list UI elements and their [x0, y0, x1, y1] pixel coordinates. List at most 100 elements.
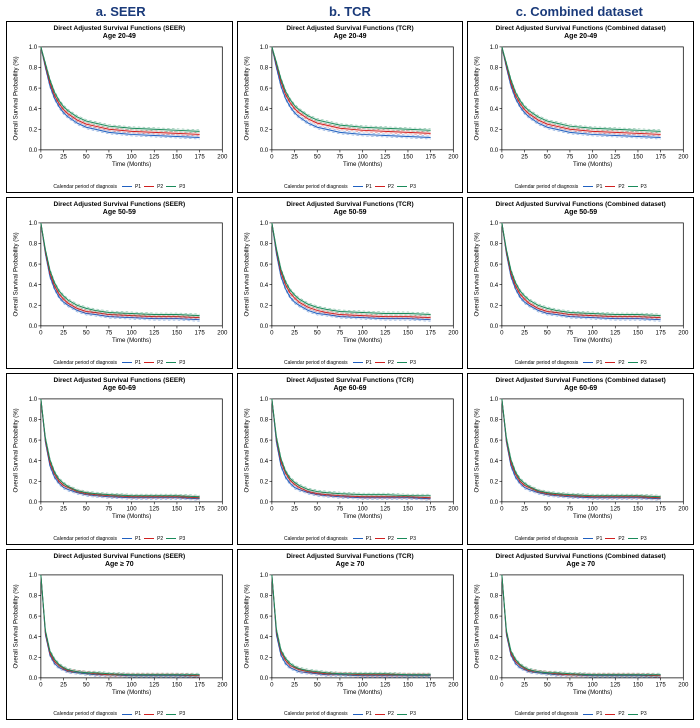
- svg-text:Time (Months): Time (Months): [112, 512, 151, 519]
- survival-chart: 0.00.20.40.60.81.00255075100125150175200…: [9, 570, 230, 710]
- panel-title: Direct Adjusted Survival Functions (SEER…: [9, 553, 230, 560]
- svg-text:125: 125: [610, 329, 621, 336]
- svg-text:Time (Months): Time (Months): [343, 512, 382, 519]
- svg-text:0.2: 0.2: [259, 654, 268, 661]
- svg-text:0.2: 0.2: [29, 654, 38, 661]
- svg-text:100: 100: [126, 329, 137, 336]
- legend-label-P2: P2: [157, 360, 163, 366]
- svg-text:0.8: 0.8: [29, 416, 38, 423]
- svg-text:0.6: 0.6: [29, 85, 38, 92]
- legend-label-P2: P2: [618, 184, 624, 190]
- svg-text:0.0: 0.0: [259, 675, 268, 682]
- col-header-a: a. SEER: [6, 4, 235, 19]
- age-label: Age 60-69: [9, 385, 230, 392]
- svg-text:200: 200: [679, 153, 690, 160]
- svg-text:0: 0: [270, 329, 274, 336]
- svg-text:0.8: 0.8: [29, 241, 38, 248]
- svg-text:50: 50: [313, 329, 320, 336]
- legend-title: Calendar period of diagnosis: [515, 711, 579, 717]
- svg-text:200: 200: [448, 681, 459, 688]
- legend-swatch-P3: [628, 362, 638, 363]
- legend-swatch-P1: [583, 538, 593, 539]
- svg-text:150: 150: [403, 153, 414, 160]
- svg-text:0: 0: [39, 329, 43, 336]
- svg-text:25: 25: [291, 505, 298, 512]
- svg-text:Time (Months): Time (Months): [573, 337, 612, 344]
- svg-text:Overall Survival Probability (: Overall Survival Probability (%): [243, 56, 250, 140]
- svg-text:0.8: 0.8: [490, 592, 499, 599]
- legend-swatch-P1: [353, 714, 363, 715]
- svg-text:200: 200: [448, 329, 459, 336]
- svg-text:1.0: 1.0: [490, 396, 499, 403]
- panel-title: Direct Adjusted Survival Functions (Comb…: [470, 553, 691, 560]
- legend-label-P3: P3: [641, 536, 647, 542]
- legend-swatch-P3: [628, 538, 638, 539]
- legend-swatch-P2: [605, 186, 615, 187]
- legend-label-P3: P3: [179, 360, 185, 366]
- survival-chart: 0.00.20.40.60.81.00255075100125150175200…: [9, 42, 230, 182]
- svg-text:125: 125: [149, 153, 160, 160]
- svg-text:175: 175: [425, 329, 436, 336]
- svg-text:150: 150: [633, 505, 644, 512]
- panel-r0-c2: Direct Adjusted Survival Functions (Comb…: [467, 21, 694, 193]
- svg-text:0.4: 0.4: [29, 633, 38, 640]
- survival-chart: 0.00.20.40.60.81.00255075100125150175200…: [9, 394, 230, 534]
- legend-label-P2: P2: [618, 536, 624, 542]
- svg-text:75: 75: [336, 681, 343, 688]
- svg-text:150: 150: [172, 681, 183, 688]
- legend-title: Calendar period of diagnosis: [53, 360, 117, 366]
- svg-text:50: 50: [544, 329, 551, 336]
- svg-text:0.6: 0.6: [259, 437, 268, 444]
- legend-label-P1: P1: [135, 360, 141, 366]
- legend-label-P1: P1: [135, 184, 141, 190]
- svg-text:Time (Months): Time (Months): [343, 337, 382, 344]
- svg-text:50: 50: [313, 153, 320, 160]
- panel-title: Direct Adjusted Survival Functions (TCR): [240, 25, 461, 32]
- legend-label-P1: P1: [366, 184, 372, 190]
- svg-text:125: 125: [380, 329, 391, 336]
- svg-text:75: 75: [336, 329, 343, 336]
- svg-text:1.0: 1.0: [29, 220, 38, 227]
- survival-chart: 0.00.20.40.60.81.00255075100125150175200…: [240, 42, 461, 182]
- svg-text:100: 100: [126, 681, 137, 688]
- svg-text:0.4: 0.4: [259, 458, 268, 465]
- svg-text:50: 50: [544, 505, 551, 512]
- legend-label-P3: P3: [641, 360, 647, 366]
- svg-text:175: 175: [425, 153, 436, 160]
- panel-title: Direct Adjusted Survival Functions (Comb…: [470, 201, 691, 208]
- panel-title: Direct Adjusted Survival Functions (SEER…: [9, 377, 230, 384]
- legend: Calendar period of diagnosisP1P2P3: [470, 711, 691, 717]
- svg-text:175: 175: [195, 505, 206, 512]
- legend-label-P2: P2: [157, 184, 163, 190]
- chart-grid: Direct Adjusted Survival Functions (SEER…: [6, 21, 694, 720]
- svg-text:75: 75: [567, 681, 574, 688]
- legend-label-P2: P2: [388, 536, 394, 542]
- panel-title: Direct Adjusted Survival Functions (SEER…: [9, 201, 230, 208]
- legend-swatch-P2: [375, 186, 385, 187]
- age-label: Age 60-69: [470, 385, 691, 392]
- legend-swatch-P2: [144, 186, 154, 187]
- svg-text:75: 75: [336, 153, 343, 160]
- survival-chart: 0.00.20.40.60.81.00255075100125150175200…: [470, 42, 691, 182]
- panel-title: Direct Adjusted Survival Functions (TCR): [240, 377, 461, 384]
- svg-text:Overall Survival Probability (: Overall Survival Probability (%): [13, 584, 20, 668]
- age-label: Age 50-59: [9, 209, 230, 216]
- svg-text:25: 25: [521, 153, 528, 160]
- panel-title: Direct Adjusted Survival Functions (Comb…: [470, 377, 691, 384]
- svg-text:0.4: 0.4: [490, 458, 499, 465]
- svg-text:125: 125: [380, 505, 391, 512]
- legend-swatch-P3: [166, 362, 176, 363]
- svg-text:0.2: 0.2: [29, 126, 38, 133]
- legend-swatch-P2: [375, 538, 385, 539]
- legend-label-P1: P1: [366, 536, 372, 542]
- svg-text:125: 125: [610, 681, 621, 688]
- svg-text:50: 50: [313, 505, 320, 512]
- svg-text:0.8: 0.8: [259, 65, 268, 72]
- age-label: Age 50-59: [240, 209, 461, 216]
- legend-label-P1: P1: [596, 711, 602, 717]
- legend-swatch-P3: [397, 186, 407, 187]
- svg-text:0.0: 0.0: [259, 147, 268, 154]
- svg-text:0: 0: [39, 505, 43, 512]
- svg-text:Time (Months): Time (Months): [112, 161, 151, 168]
- svg-text:0.4: 0.4: [490, 282, 499, 289]
